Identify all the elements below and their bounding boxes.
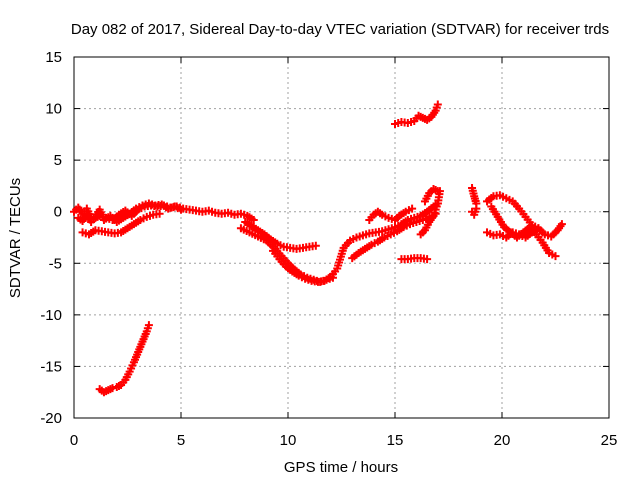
series-track-q (487, 202, 560, 261)
y-axis-label: SDTVAR / TECUs (7, 178, 24, 298)
y-tick-label: 15 (45, 49, 62, 66)
y-tick-label: -20 (40, 410, 62, 427)
series-track-b (74, 199, 185, 227)
x-tick-label: 5 (177, 432, 185, 449)
series-track-n (468, 183, 481, 208)
data-point (433, 100, 442, 109)
data-point (249, 215, 258, 224)
series-track-c (78, 209, 164, 239)
data-point (472, 204, 481, 213)
x-axis-label: GPS time / hours (284, 459, 398, 476)
series-track-o (468, 204, 481, 219)
y-tick-label: -15 (40, 358, 62, 375)
data-point (423, 255, 432, 264)
series-track-h (348, 209, 440, 263)
data-points (70, 100, 566, 397)
y-tick-label: 0 (54, 204, 62, 221)
data-point (144, 321, 153, 330)
y-tick-label: 5 (54, 152, 62, 169)
data-point (408, 204, 417, 213)
series-track-r (483, 220, 566, 242)
x-tick-label: 20 (494, 432, 511, 449)
y-tick-label: -10 (40, 307, 62, 324)
axis-ticks: 0 5 10 15 20 25 -20 -15 -10 -5 0 5 10 15 (40, 49, 617, 449)
series-track-e (236, 224, 337, 286)
series-track-k (397, 254, 432, 264)
data-point (108, 384, 117, 393)
series-track-m (391, 100, 442, 129)
data-point (311, 241, 320, 250)
data-point (433, 187, 442, 196)
series-track-l (420, 185, 442, 206)
x-tick-label: 15 (387, 432, 404, 449)
x-tick-label: 0 (70, 432, 78, 449)
x-tick-label: 25 (601, 432, 618, 449)
y-tick-label: -5 (49, 255, 62, 272)
series-track-s (95, 321, 153, 397)
x-tick-label: 10 (280, 432, 297, 449)
data-point (551, 252, 560, 261)
series-track-i (365, 204, 417, 224)
chart-title: Day 082 of 2017, Sidereal Day-to-day VTE… (71, 21, 609, 38)
data-point (177, 205, 185, 214)
data-point (155, 209, 164, 218)
y-tick-label: 10 (45, 101, 62, 118)
plot-border (73, 56, 610, 419)
data-point (557, 220, 566, 229)
